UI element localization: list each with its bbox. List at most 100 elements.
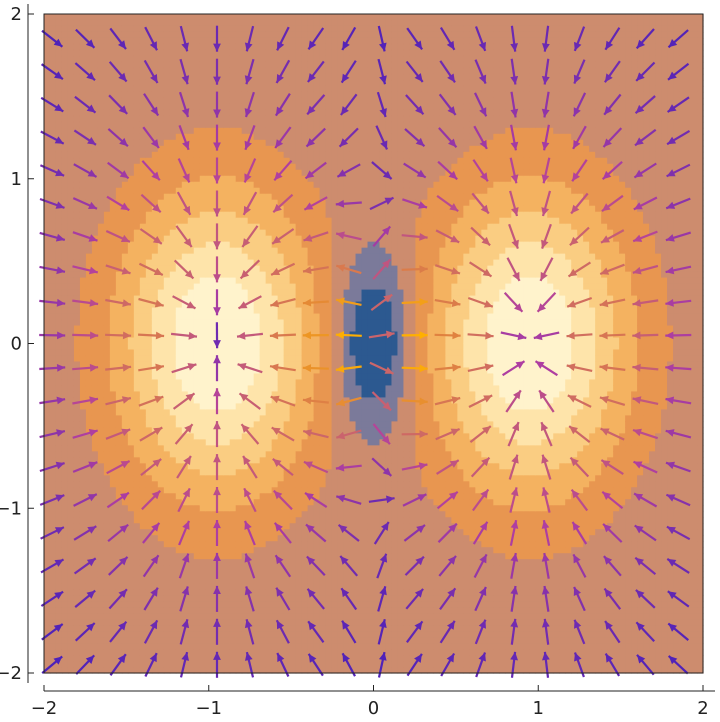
contour-cell bbox=[169, 589, 177, 596]
contour-cell bbox=[205, 601, 213, 608]
contour-cell bbox=[133, 559, 141, 566]
contour-cell bbox=[139, 661, 147, 668]
contour-cell bbox=[271, 325, 279, 333]
contour-cell bbox=[61, 169, 69, 177]
contour-cell bbox=[103, 661, 111, 668]
contour-cell bbox=[49, 145, 57, 153]
contour-cell bbox=[259, 595, 267, 602]
contour-cell bbox=[265, 361, 273, 369]
contour-cell bbox=[115, 637, 123, 644]
contour-cell bbox=[283, 145, 291, 153]
contour-cell bbox=[85, 115, 93, 123]
contour-cell bbox=[49, 571, 57, 578]
contour-cell bbox=[121, 511, 129, 518]
contour-cell bbox=[115, 613, 123, 620]
contour-cell bbox=[49, 211, 57, 219]
contour-cell bbox=[169, 169, 177, 177]
contour-cell bbox=[259, 199, 267, 207]
contour-cell bbox=[85, 505, 93, 512]
contour-cell bbox=[187, 223, 195, 231]
contour-cell bbox=[265, 37, 273, 45]
contour-cell bbox=[61, 247, 69, 255]
contour-cell bbox=[61, 307, 69, 315]
contour-cell bbox=[169, 61, 177, 69]
contour-cell bbox=[283, 541, 291, 548]
contour-cell bbox=[211, 67, 219, 75]
contour-cell bbox=[289, 223, 297, 231]
contour-cell bbox=[229, 649, 237, 656]
contour-cell bbox=[67, 373, 75, 381]
contour-cell bbox=[97, 601, 105, 608]
contour-cell bbox=[205, 313, 213, 321]
contour-cell bbox=[247, 607, 255, 614]
contour-cell bbox=[67, 571, 75, 578]
contour-cell bbox=[133, 475, 141, 482]
contour-cell bbox=[97, 181, 105, 189]
contour-cell bbox=[307, 667, 315, 674]
contour-cell bbox=[97, 529, 105, 536]
contour-cell bbox=[55, 469, 63, 476]
contour-cell bbox=[253, 175, 261, 183]
contour-cell bbox=[193, 337, 201, 345]
contour-cell bbox=[61, 67, 69, 75]
contour-cell bbox=[103, 61, 111, 69]
contour-cell bbox=[199, 73, 207, 81]
contour-cell bbox=[247, 37, 255, 45]
contour-cell bbox=[283, 295, 291, 303]
contour-cell bbox=[175, 121, 183, 129]
contour-cell bbox=[109, 625, 117, 632]
contour-cell bbox=[229, 433, 237, 440]
contour-cell bbox=[253, 391, 261, 399]
contour-cell bbox=[307, 349, 315, 357]
contour-cell bbox=[79, 385, 87, 393]
contour-cell bbox=[289, 655, 297, 662]
contour-cell bbox=[49, 583, 57, 590]
contour-cell bbox=[109, 349, 117, 357]
contour-cell bbox=[259, 457, 267, 464]
contour-cell bbox=[253, 475, 261, 482]
contour-cell bbox=[295, 415, 303, 422]
contour-cell bbox=[283, 457, 291, 464]
contour-cell bbox=[103, 19, 111, 27]
contour-cell bbox=[163, 541, 171, 548]
contour-cell bbox=[265, 367, 273, 375]
contour-cell bbox=[265, 307, 273, 315]
contour-cell bbox=[313, 151, 321, 159]
contour-cell bbox=[133, 181, 141, 189]
contour-cell bbox=[145, 451, 153, 458]
contour-cell bbox=[91, 349, 99, 357]
contour-cell bbox=[133, 433, 141, 440]
contour-cell bbox=[97, 79, 105, 87]
contour-cell bbox=[127, 373, 135, 381]
contour-cell bbox=[103, 517, 111, 524]
contour-cell bbox=[163, 283, 171, 291]
contour-cell bbox=[211, 235, 219, 243]
contour-cell bbox=[91, 199, 99, 207]
contour-cell bbox=[139, 361, 147, 369]
contour-cell bbox=[61, 343, 69, 351]
contour-cell bbox=[241, 613, 249, 620]
contour-cell bbox=[229, 115, 237, 123]
contour-cell bbox=[151, 409, 159, 416]
contour-cell bbox=[61, 661, 69, 668]
contour-cell bbox=[91, 217, 99, 225]
contour-cell bbox=[79, 613, 87, 620]
contour-cell bbox=[157, 169, 165, 177]
contour-cell bbox=[49, 235, 57, 243]
contour-cell bbox=[175, 445, 183, 452]
contour-cell bbox=[145, 373, 153, 381]
contour-cell bbox=[241, 211, 249, 219]
contour-cell bbox=[79, 37, 87, 45]
contour-cell bbox=[97, 469, 105, 476]
contour-cell bbox=[193, 601, 201, 608]
contour-cell bbox=[157, 343, 165, 351]
contour-cell bbox=[247, 445, 255, 452]
contour-cell bbox=[193, 85, 201, 93]
contour-cell bbox=[253, 595, 261, 602]
contour-cell bbox=[187, 577, 195, 584]
contour-cell bbox=[247, 193, 255, 201]
contour-cell bbox=[259, 97, 267, 105]
contour-cell bbox=[271, 14, 279, 21]
contour-cell bbox=[109, 121, 117, 129]
contour-cell bbox=[175, 91, 183, 99]
